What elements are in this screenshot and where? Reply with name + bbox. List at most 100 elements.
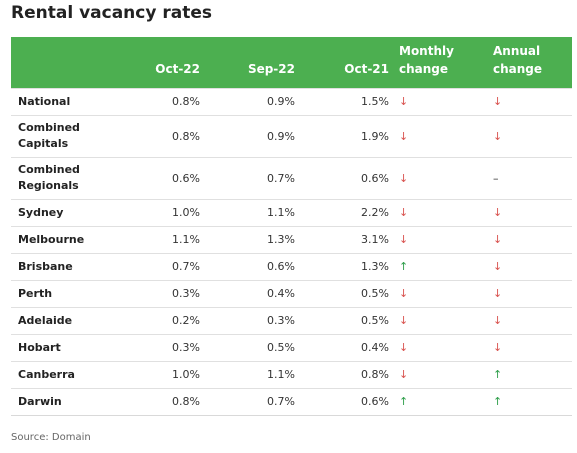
- annual-change-icon: ↓: [487, 333, 572, 361]
- table-row: Combined Capitals 0.8% 0.9% 1.9% ↓ ↓: [11, 114, 572, 157]
- value-oct21: 0.5%: [299, 279, 393, 307]
- table-row: Darwin 0.8% 0.7% 0.6% ↑ ↑: [11, 387, 572, 415]
- header-monthly-line1: Monthly: [399, 43, 454, 58]
- region-name-line: Combined: [18, 163, 80, 176]
- monthly-change-icon: ↓: [393, 87, 487, 115]
- value-oct22: 0.8%: [114, 114, 204, 157]
- table-row: Melbourne 1.1% 1.3% 3.1% ↓ ↓: [11, 225, 572, 253]
- header-monthly-line2: change: [399, 61, 449, 76]
- value-oct21: 2.2%: [299, 198, 393, 226]
- annual-change-icon: ↑: [487, 387, 572, 415]
- value-oct21: 3.1%: [299, 225, 393, 253]
- region-name: Darwin: [11, 387, 114, 415]
- value-oct22: 1.0%: [114, 360, 204, 388]
- value-sep22: 0.3%: [204, 306, 299, 334]
- monthly-change-icon: ↓: [393, 333, 487, 361]
- value-sep22: 0.7%: [204, 156, 299, 199]
- value-sep22: 1.1%: [204, 360, 299, 388]
- value-oct21: 0.6%: [299, 156, 393, 199]
- header-sep22: Sep-22: [247, 61, 295, 76]
- value-oct22: 0.6%: [114, 156, 204, 199]
- value-oct22: 1.0%: [114, 198, 204, 226]
- header-monthly-change: Monthly change: [393, 37, 487, 88]
- region-name: Hobart: [11, 333, 114, 361]
- annual-change-icon: ↓: [487, 225, 572, 253]
- monthly-change-icon: ↑: [393, 387, 487, 415]
- value-oct21: 0.4%: [299, 333, 393, 361]
- value-sep22: 0.5%: [204, 333, 299, 361]
- table-row: Combined Regionals 0.6% 0.7% 0.6% ↓ –: [11, 156, 572, 199]
- value-sep22: 0.4%: [204, 279, 299, 307]
- table-row: Sydney 1.0% 1.1% 2.2% ↓ ↓: [11, 198, 572, 226]
- region-name-line: Brisbane: [18, 259, 73, 273]
- header-oct22: Oct-22: [155, 61, 200, 76]
- value-oct22: 1.1%: [114, 225, 204, 253]
- region-name-line: Adelaide: [18, 313, 73, 327]
- region-name: Combined Capitals: [11, 114, 114, 157]
- region-name: Melbourne: [11, 225, 114, 253]
- value-sep22: 0.9%: [204, 87, 299, 115]
- region-name: Sydney: [11, 198, 114, 226]
- value-oct22: 0.7%: [114, 252, 204, 280]
- value-oct22: 0.3%: [114, 279, 204, 307]
- region-name-line: Darwin: [18, 394, 62, 408]
- value-oct21: 1.3%: [299, 252, 393, 280]
- annual-change-icon: ↓: [487, 306, 572, 334]
- page-title: Rental vacancy rates: [11, 3, 212, 23]
- annual-change-icon: ↓: [487, 114, 572, 157]
- value-oct21: 1.5%: [299, 87, 393, 115]
- value-oct22: 0.8%: [114, 87, 204, 115]
- region-name-line: Perth: [18, 286, 53, 300]
- region-name-line: Hobart: [18, 340, 61, 354]
- monthly-change-icon: ↓: [393, 156, 487, 199]
- vacancy-table-container: Oct-22 Sep-22 Oct-21 Monthly change Annu…: [11, 37, 572, 416]
- table-body: National 0.8% 0.9% 1.5% ↓ ↓ Combined Capitals 0.…: [11, 87, 572, 415]
- table-row: Hobart 0.3% 0.5% 0.4% ↓ ↓: [11, 333, 572, 361]
- table-row: National 0.8% 0.9% 1.5% ↓ ↓: [11, 87, 572, 115]
- region-name-line: Capitals: [18, 137, 69, 150]
- value-oct22: 0.8%: [114, 387, 204, 415]
- source-note: Source: Domain: [11, 432, 91, 443]
- annual-change-icon: ↓: [487, 252, 572, 280]
- region-name-line: Regionals: [18, 179, 79, 192]
- monthly-change-icon: ↓: [393, 225, 487, 253]
- annual-change-icon: –: [487, 156, 572, 199]
- region-name: National: [11, 87, 114, 115]
- annual-change-icon: ↓: [487, 87, 572, 115]
- value-sep22: 0.7%: [204, 387, 299, 415]
- value-oct21: 1.9%: [299, 114, 393, 157]
- region-name: Brisbane: [11, 252, 114, 280]
- header-region: [11, 37, 114, 88]
- value-oct22: 0.3%: [114, 333, 204, 361]
- header-annual-change: Annual change: [487, 37, 572, 88]
- region-name-line: Canberra: [18, 367, 75, 381]
- annual-change-icon: ↑: [487, 360, 572, 388]
- region-name-line: National: [18, 94, 71, 108]
- region-name: Adelaide: [11, 306, 114, 334]
- table-row: Perth 0.3% 0.4% 0.5% ↓ ↓: [11, 279, 572, 307]
- value-sep22: 1.3%: [204, 225, 299, 253]
- region-name: Canberra: [11, 360, 114, 388]
- region-name-line: Melbourne: [18, 232, 85, 246]
- value-oct21: 0.5%: [299, 306, 393, 334]
- value-sep22: 0.9%: [204, 114, 299, 157]
- monthly-change-icon: ↓: [393, 198, 487, 226]
- header-oct21: Oct-21: [344, 61, 389, 76]
- monthly-change-icon: ↑: [393, 252, 487, 280]
- region-name-line: Combined: [18, 121, 80, 134]
- table-row: Adelaide 0.2% 0.3% 0.5% ↓ ↓: [11, 306, 572, 334]
- table-header-row: Oct-22 Sep-22 Oct-21 Monthly change Annu…: [11, 37, 572, 88]
- region-name: Combined Regionals: [11, 156, 114, 199]
- monthly-change-icon: ↓: [393, 114, 487, 157]
- monthly-change-icon: ↓: [393, 279, 487, 307]
- value-sep22: 0.6%: [204, 252, 299, 280]
- region-name: Perth: [11, 279, 114, 307]
- value-oct22: 0.2%: [114, 306, 204, 334]
- annual-change-icon: ↓: [487, 279, 572, 307]
- header-annual-line1: Annual: [493, 43, 541, 58]
- table-row: Brisbane 0.7% 0.6% 1.3% ↑ ↓: [11, 252, 572, 280]
- value-oct21: 0.6%: [299, 387, 393, 415]
- monthly-change-icon: ↓: [393, 306, 487, 334]
- value-oct21: 0.8%: [299, 360, 393, 388]
- value-sep22: 1.1%: [204, 198, 299, 226]
